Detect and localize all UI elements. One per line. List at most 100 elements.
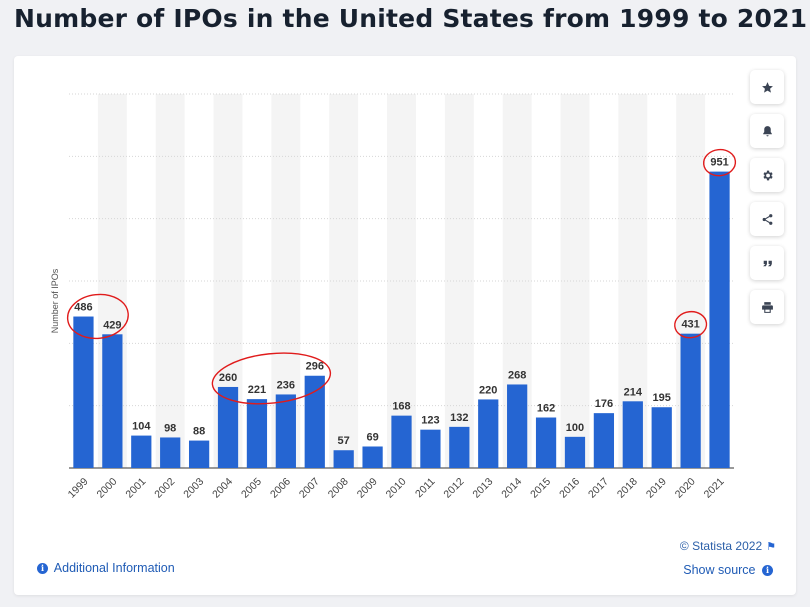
value-label-2016: 100 — [566, 422, 584, 434]
tick-label-1999: 1999 — [66, 476, 91, 501]
bar-2014 — [507, 384, 528, 468]
bar-2012 — [449, 426, 470, 468]
value-label-2015: 162 — [537, 403, 555, 415]
bar-2008 — [333, 450, 354, 468]
share-button[interactable] — [750, 202, 784, 236]
page-title: Number of IPOs in the United States from… — [14, 4, 808, 33]
show-source-label: Show source — [683, 563, 756, 577]
value-label-2020: 431 — [681, 319, 699, 331]
background-band — [155, 94, 185, 468]
tick-label-2006: 2006 — [268, 476, 293, 501]
tick-label-2020: 2020 — [673, 476, 698, 501]
info-icon: i — [37, 563, 48, 574]
settings-button[interactable] — [750, 158, 784, 192]
background-band — [329, 94, 359, 468]
print-button[interactable] — [750, 290, 784, 324]
value-label-2013: 220 — [479, 384, 497, 396]
tick-label-2011: 2011 — [413, 476, 438, 501]
value-label-2012: 132 — [450, 412, 468, 424]
value-label-2009: 69 — [366, 431, 378, 443]
tick-label-2001: 2001 — [123, 476, 148, 501]
value-label-2004: 260 — [219, 372, 237, 384]
bar-2013 — [478, 399, 499, 468]
bar-2010 — [391, 415, 412, 468]
star-icon — [761, 81, 773, 93]
bar-2009 — [362, 446, 383, 468]
tick-label-2007: 2007 — [297, 476, 322, 501]
annotation-circle — [211, 352, 332, 405]
tick-label-2014: 2014 — [499, 476, 524, 501]
tick-label-2017: 2017 — [586, 476, 611, 501]
value-label-2017: 176 — [595, 398, 613, 410]
annotation-circle — [66, 293, 129, 340]
bell-icon — [762, 125, 772, 136]
tick-label-2021: 2021 — [702, 476, 727, 501]
bar-2004 — [217, 386, 239, 468]
tick-label-2016: 2016 — [557, 476, 582, 501]
tick-label-2009: 2009 — [355, 476, 380, 501]
tick-label-2015: 2015 — [528, 476, 553, 501]
value-label-2021: 951 — [710, 157, 728, 169]
value-label-2011: 123 — [421, 415, 439, 427]
gear-icon — [762, 170, 773, 180]
bar-2015 — [535, 417, 557, 468]
value-label-2005: 221 — [248, 384, 266, 396]
copyright-text: © Statista 2022 — [679, 539, 763, 553]
value-label-2010: 168 — [392, 401, 410, 413]
value-label-2014: 268 — [508, 369, 526, 381]
bar-2021 — [709, 171, 730, 468]
flag-icon[interactable]: ⚑ — [766, 541, 776, 553]
bar-2005 — [246, 399, 268, 468]
copyright: © Statista 2022 ⚑ — [680, 539, 776, 553]
quote-icon — [762, 260, 772, 266]
additional-information-label: Additional Information — [53, 561, 175, 575]
notification-button[interactable] — [750, 114, 784, 148]
value-label-2007: 296 — [306, 361, 324, 373]
bar-2019 — [651, 407, 672, 468]
tick-label-2003: 2003 — [181, 476, 206, 501]
value-label-2006: 236 — [277, 379, 295, 391]
additional-information-link[interactable]: i Additional Information — [34, 561, 175, 575]
tick-label-2000: 2000 — [94, 476, 119, 501]
tick-label-2010: 2010 — [384, 476, 409, 501]
tick-label-2013: 2013 — [470, 476, 495, 501]
y-axis-label: Number of IPOs — [50, 268, 60, 333]
value-label-2000: 429 — [103, 319, 121, 331]
value-label-1999: 486 — [74, 302, 92, 314]
chart-card: Number of IPOs 486 1999 429 2000 104 2001 98 200… — [14, 56, 796, 595]
value-label-2019: 195 — [653, 392, 671, 404]
background-band — [560, 94, 590, 468]
tick-label-2008: 2008 — [326, 476, 351, 501]
bar-2000 — [102, 334, 123, 468]
bar-2018 — [622, 401, 643, 468]
bar-chart: Number of IPOs 486 1999 429 2000 104 2001 98 200… — [50, 93, 737, 501]
bar-2002 — [160, 437, 181, 468]
bar-2006 — [275, 394, 296, 468]
bar-2007 — [304, 375, 325, 468]
annotation-circle — [702, 148, 737, 177]
show-source-link[interactable]: Show source i — [683, 563, 776, 577]
value-label-2003: 88 — [193, 426, 205, 438]
bar-2001 — [131, 435, 152, 468]
value-label-2001: 104 — [132, 421, 151, 433]
tick-label-2004: 2004 — [210, 476, 235, 501]
value-label-2008: 57 — [338, 435, 350, 447]
favorite-button[interactable] — [750, 70, 784, 104]
info-icon: i — [762, 565, 773, 576]
tick-label-2002: 2002 — [152, 476, 177, 501]
annotation-circle — [674, 310, 708, 339]
bar-2003 — [188, 440, 210, 468]
bar-2020 — [680, 333, 701, 468]
bar-2011 — [420, 429, 441, 468]
bar-2016 — [564, 436, 586, 468]
tick-label-2019: 2019 — [644, 476, 669, 501]
share-icon — [762, 213, 772, 225]
value-label-2002: 98 — [164, 422, 176, 434]
print-icon — [761, 301, 773, 313]
value-label-2018: 214 — [624, 386, 643, 398]
cite-button[interactable] — [750, 246, 784, 280]
bar-1999 — [73, 316, 94, 468]
bar-2017 — [593, 413, 615, 468]
chart-toolbar — [750, 70, 786, 334]
tick-label-2012: 2012 — [441, 476, 466, 501]
